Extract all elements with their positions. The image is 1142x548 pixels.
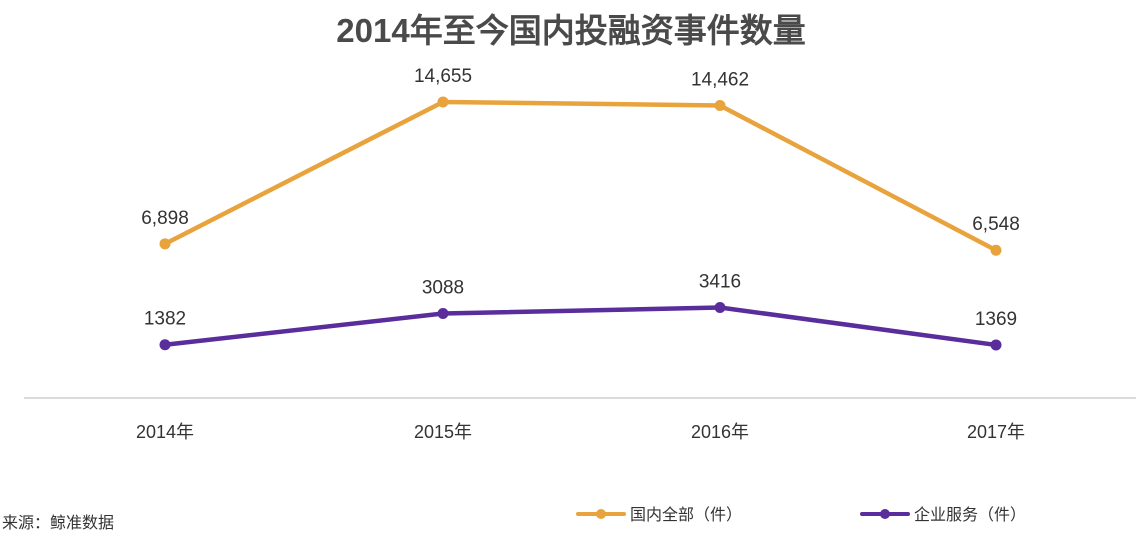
data-point-1-1: [437, 308, 449, 320]
data-point-0-2: [714, 99, 726, 111]
data-label-0-1: 14,655: [414, 66, 472, 87]
data-point-1-2: [714, 302, 726, 314]
series-line-1: [162, 305, 999, 348]
x-tick-label: 2014年: [136, 422, 194, 442]
x-tick-label: 2016年: [691, 422, 749, 442]
data-point-0-0: [159, 238, 171, 250]
legend-label: 企业服务（件）: [914, 506, 1026, 524]
data-point-1-3: [990, 339, 1002, 351]
chart-title: 2014年至今国内投融资事件数量: [336, 12, 806, 49]
data-point-0-3: [990, 244, 1002, 256]
data-label-1-0: 1382: [144, 309, 186, 330]
data-label-1-1: 3088: [422, 278, 464, 299]
legend-item-1: 企业服务（件）: [860, 506, 1026, 524]
data-label-1-2: 3416: [699, 272, 741, 293]
legend-swatch-marker: [596, 509, 606, 519]
data-point-0-1: [437, 96, 449, 108]
data-label-0-3: 6,548: [972, 214, 1020, 235]
data-label-0-2: 14,462: [691, 69, 749, 90]
data-point-1-0: [159, 339, 171, 351]
data-label-0-0: 6,898: [141, 208, 189, 229]
x-tick-label: 2015年: [414, 422, 472, 442]
series-line-0: [162, 99, 999, 253]
data-label-1-3: 1369: [975, 309, 1017, 330]
legend-swatch-marker: [880, 509, 890, 519]
legend-label: 国内全部（件）: [630, 506, 742, 524]
x-tick-label: 2017年: [967, 422, 1025, 442]
source-note: 来源：鲸准数据: [2, 514, 114, 532]
legend-item-0: 国内全部（件）: [576, 506, 742, 524]
